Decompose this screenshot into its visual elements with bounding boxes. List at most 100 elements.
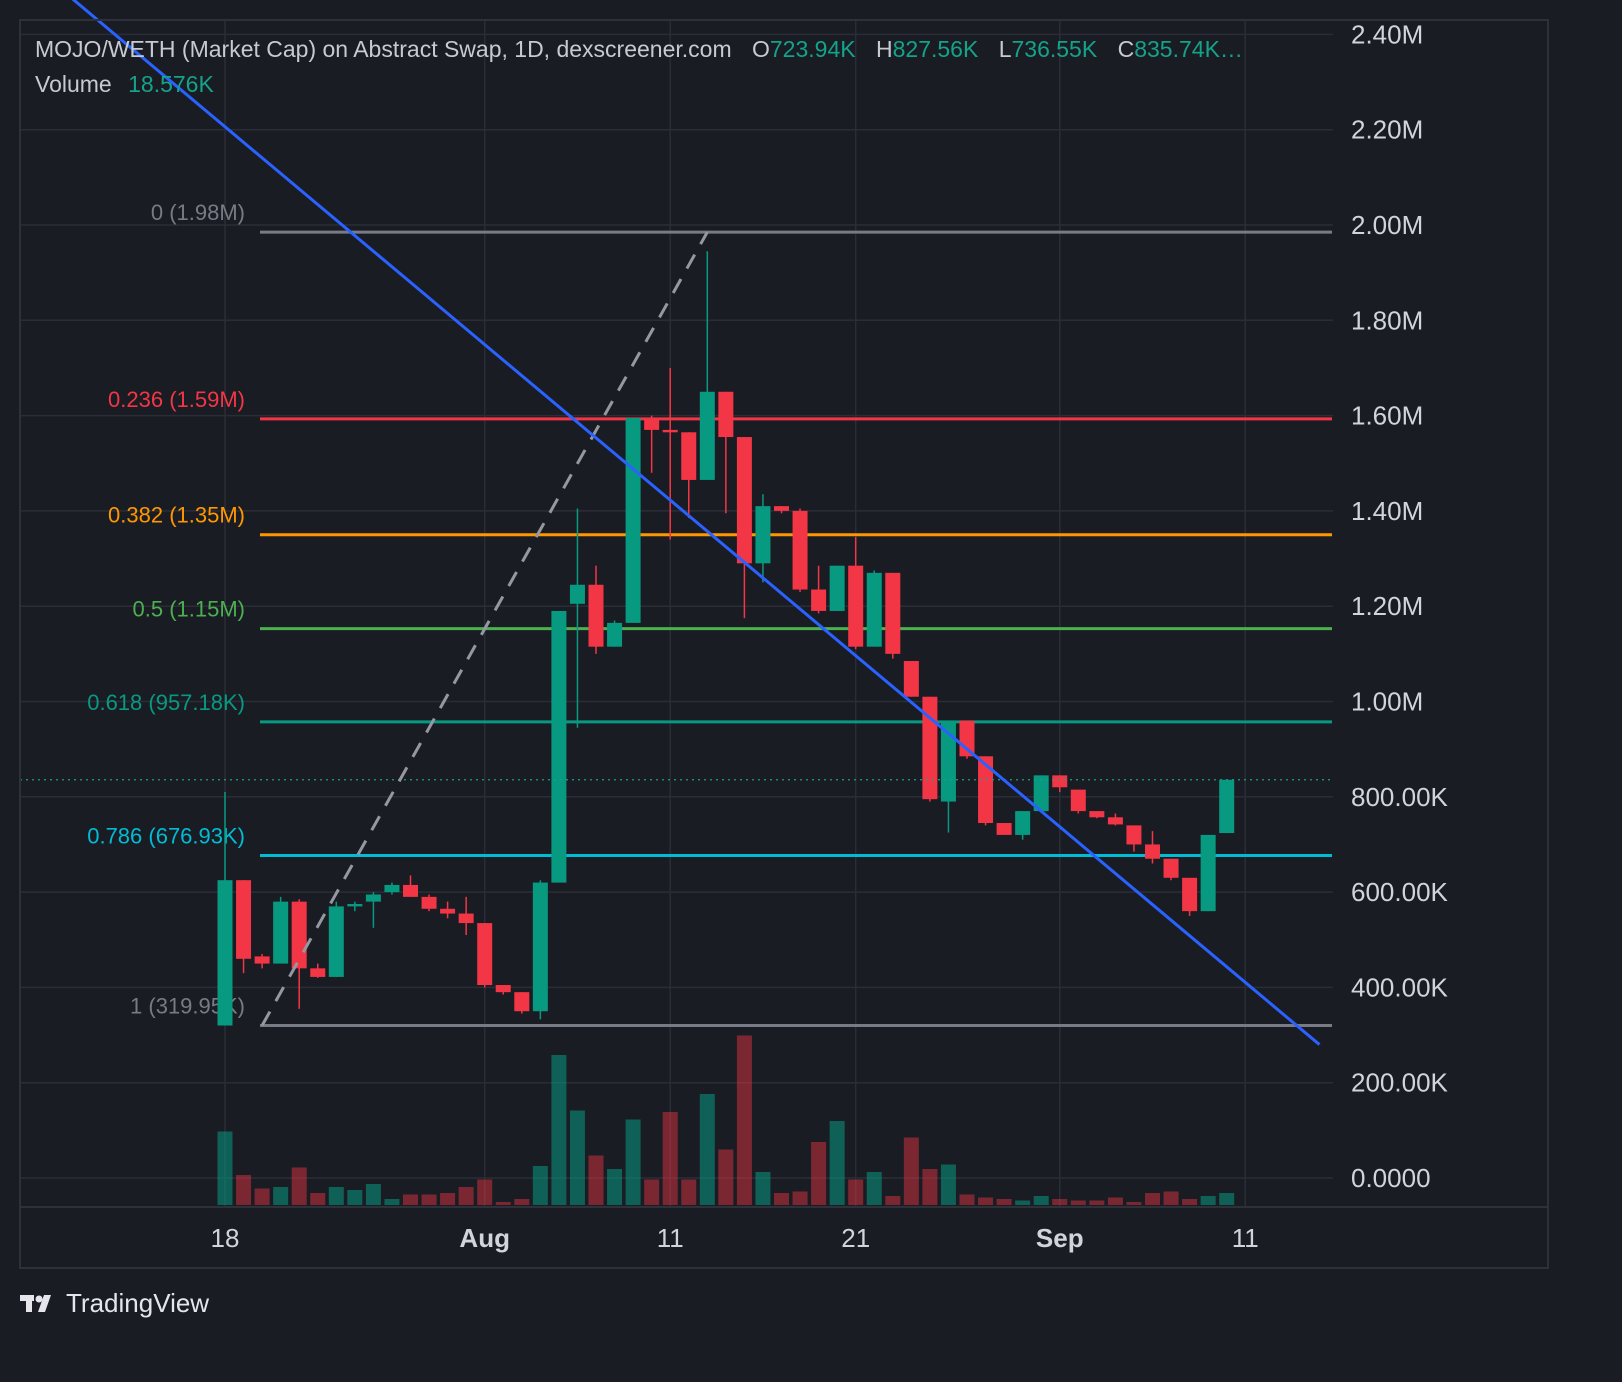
volume-bar — [922, 1169, 938, 1205]
volume-bar — [699, 1094, 715, 1205]
volume-bar — [1145, 1193, 1160, 1205]
candle-body — [403, 884, 418, 897]
legend-title: MOJO/WETH (Market Cap) on Abstract Swap,… — [35, 36, 732, 62]
price-tick-label: 2.00M — [1351, 210, 1423, 240]
price-tick-label: 0.0000 — [1351, 1163, 1431, 1193]
volume-bar — [959, 1194, 975, 1205]
candle-body — [718, 391, 734, 438]
fib-label: 0 (1.98M) — [151, 200, 245, 225]
volume-bar — [403, 1194, 418, 1205]
volume-bar — [236, 1175, 252, 1205]
fib-label: 0.618 (957.18K) — [87, 690, 245, 715]
candle-body — [236, 880, 252, 959]
candle-body — [607, 622, 623, 647]
legend-row-ohlc: MOJO/WETH (Market Cap) on Abstract Swap,… — [35, 36, 1243, 63]
candle-body — [699, 391, 715, 480]
candle-body — [1015, 811, 1031, 835]
fib-label: 0.5 (1.15M) — [133, 597, 246, 622]
trendline — [71, 0, 1321, 1046]
candle-body — [681, 432, 697, 480]
time-tick-label: Sep — [1036, 1223, 1084, 1253]
volume-bar — [1107, 1197, 1123, 1205]
candle-body — [291, 901, 307, 969]
time-axis[interactable]: 18 Aug 11 21 Sep 11 — [211, 1223, 1259, 1253]
price-tick-label: 1.20M — [1351, 591, 1423, 621]
chart-legend: MOJO/WETH (Market Cap) on Abstract Swap,… — [35, 36, 1243, 98]
legend-low-label: L — [998, 36, 1012, 62]
volume-bar — [551, 1055, 567, 1205]
candle-body — [1182, 877, 1198, 912]
volume-bar — [569, 1110, 585, 1205]
candle-body — [1107, 817, 1123, 825]
candle-body — [755, 506, 771, 564]
candle-body — [848, 565, 864, 647]
volume-bar — [458, 1187, 474, 1205]
legend-close-value: 835.74K… — [1134, 36, 1243, 62]
legend-high-value: 827.56K — [892, 36, 979, 62]
legend-volume-label: Volume — [35, 71, 112, 97]
volume-bar — [532, 1166, 548, 1205]
volume-bar — [1200, 1196, 1216, 1205]
volume-bars — [217, 1035, 1235, 1205]
volume-bar — [644, 1179, 660, 1205]
price-tick-label: 200.00K — [1351, 1068, 1449, 1098]
candle-body — [440, 908, 456, 914]
chart-background — [0, 0, 1568, 1336]
legend-row-volume: Volume 18.576K — [35, 71, 1243, 98]
volume-bar — [607, 1169, 623, 1205]
volume-bar — [291, 1167, 307, 1205]
candle-body — [514, 992, 530, 1012]
candle-body — [885, 572, 901, 654]
candle-body — [774, 506, 789, 511]
volume-bar — [625, 1119, 641, 1205]
volume-bar — [792, 1191, 808, 1205]
volume-bar — [996, 1199, 1012, 1205]
volume-bar — [477, 1179, 493, 1205]
candle-body — [569, 584, 585, 604]
volume-bar — [328, 1187, 344, 1205]
time-tick-label: 21 — [841, 1223, 870, 1253]
volume-bar — [440, 1193, 456, 1205]
legend-close-label: C — [1117, 36, 1135, 62]
grid-lines — [20, 20, 1333, 1207]
volume-bar — [736, 1035, 752, 1205]
volume-bar — [421, 1194, 437, 1205]
fib-label: 0.786 (676.93K) — [87, 823, 245, 848]
candle-body — [736, 437, 752, 564]
volume-bar — [1070, 1200, 1086, 1205]
candle-body — [811, 589, 827, 611]
candle-body — [978, 756, 994, 824]
fib-label: 0.382 (1.35M) — [108, 503, 245, 528]
candle-body — [347, 904, 363, 907]
volume-bar — [384, 1199, 400, 1205]
volume-bar — [1089, 1200, 1105, 1205]
candle-body — [625, 417, 641, 623]
tradingview-logo[interactable]: TradingView — [20, 1288, 209, 1318]
volume-bar — [829, 1121, 845, 1205]
candle-body — [1145, 844, 1160, 859]
price-tick-label: 2.40M — [1351, 19, 1423, 49]
candle-body — [477, 923, 493, 986]
candle-body — [1163, 858, 1179, 878]
volume-bar — [347, 1190, 363, 1205]
brand-name: TradingView — [66, 1287, 210, 1318]
price-tick-label: 400.00K — [1351, 972, 1449, 1002]
candle-body — [365, 894, 381, 902]
price-chart[interactable]: 0 (1.98M) 0.236 (1.59M) 0.382 (1.35M) 0.5 (… — [0, 0, 1568, 1336]
price-tick-label: 600.00K — [1351, 877, 1449, 907]
volume-bar — [885, 1196, 901, 1205]
drawings[interactable] — [20, 0, 1333, 1046]
volume-bar — [217, 1131, 233, 1205]
candle-body — [866, 572, 882, 647]
price-tick-label: 1.00M — [1351, 687, 1423, 717]
candle-body — [1052, 775, 1068, 788]
legend-open-label: O — [752, 36, 770, 62]
price-tick-label: 1.60M — [1351, 401, 1423, 431]
candle-body — [273, 901, 289, 964]
time-tick-label: 11 — [1232, 1223, 1259, 1253]
time-tick-label: 11 — [657, 1223, 684, 1253]
legend-volume-value: 18.576K — [128, 71, 214, 97]
candle-body — [1200, 834, 1216, 912]
price-axis[interactable]: 2.40M 2.20M 2.00M 1.80M 1.60M 1.40M 1.20M 1.00M… — [1351, 19, 1449, 1193]
candles — [217, 251, 1235, 1026]
